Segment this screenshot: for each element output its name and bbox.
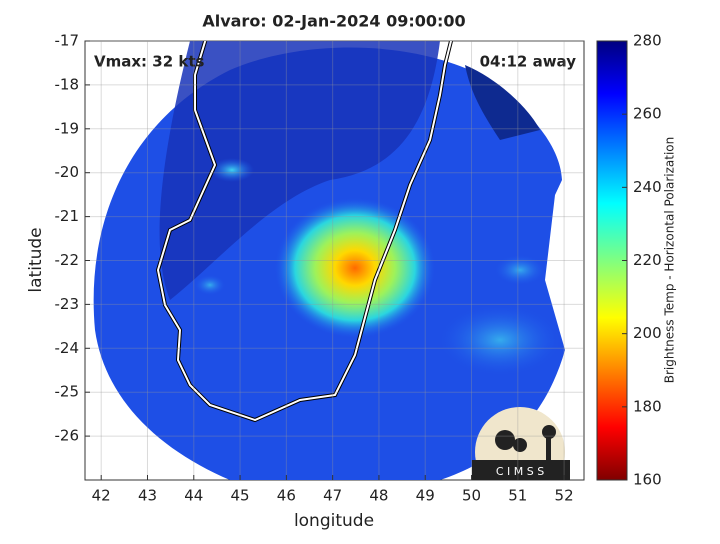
y-tick-label: -23 — [55, 295, 80, 313]
y-tick-label: -25 — [55, 383, 80, 401]
colorbar-tick-label: 260 — [633, 105, 662, 123]
logo-text: C I M S S — [496, 465, 544, 478]
dark-region — [465, 65, 540, 140]
cloud — [495, 255, 545, 285]
y-tick-label: -19 — [55, 119, 80, 137]
x-tick-label: 44 — [184, 487, 203, 505]
colorbar-tick-label: 160 — [633, 471, 662, 489]
x-tick-label: 43 — [138, 487, 157, 505]
colorbar-tick-label: 240 — [633, 178, 662, 196]
logo: C I M S S — [472, 407, 570, 480]
colorbar-tick-label: 180 — [633, 397, 662, 415]
y-tick-label: -20 — [55, 163, 80, 181]
x-tick-label: 47 — [323, 487, 342, 505]
cloud — [210, 158, 254, 182]
y-tick-label: -17 — [55, 32, 80, 50]
y-tick-label: -24 — [55, 339, 80, 357]
chart-title: Alvaro: 02-Jan-2024 09:00:00 — [202, 12, 465, 31]
x-tick-label: 46 — [277, 487, 296, 505]
colorbar-tick-label: 280 — [633, 32, 662, 50]
cloud — [440, 305, 560, 375]
y-axis-label: latitude — [26, 227, 46, 292]
x-tick-label: 51 — [508, 487, 527, 505]
cold-region — [159, 41, 440, 300]
annotation: Vmax: 32 kts — [94, 53, 204, 71]
x-axis-label: longitude — [294, 511, 374, 531]
imagery: C I M S S — [93, 41, 570, 480]
convection — [275, 198, 435, 338]
y-tick-label: -22 — [55, 251, 80, 269]
annotation: 04:12 away — [480, 53, 577, 71]
x-tick-label: 48 — [369, 487, 388, 505]
cloud — [195, 275, 225, 295]
x-tick-label: 50 — [462, 487, 481, 505]
y-tick-label: -18 — [55, 75, 80, 93]
y-tick-label: -26 — [55, 427, 80, 445]
x-tick-label: 45 — [231, 487, 250, 505]
x-tick-label: 52 — [555, 487, 574, 505]
colorbar-label: Brightness Temp - Horizontal Polarizatio… — [663, 137, 677, 384]
coastline — [156, 41, 453, 422]
colorbar-tick-label: 220 — [633, 251, 662, 269]
x-tick-label: 49 — [416, 487, 435, 505]
x-tick-label: 42 — [92, 487, 111, 505]
y-tick-label: -21 — [55, 207, 80, 225]
colorbar-tick-label: 200 — [633, 324, 662, 342]
